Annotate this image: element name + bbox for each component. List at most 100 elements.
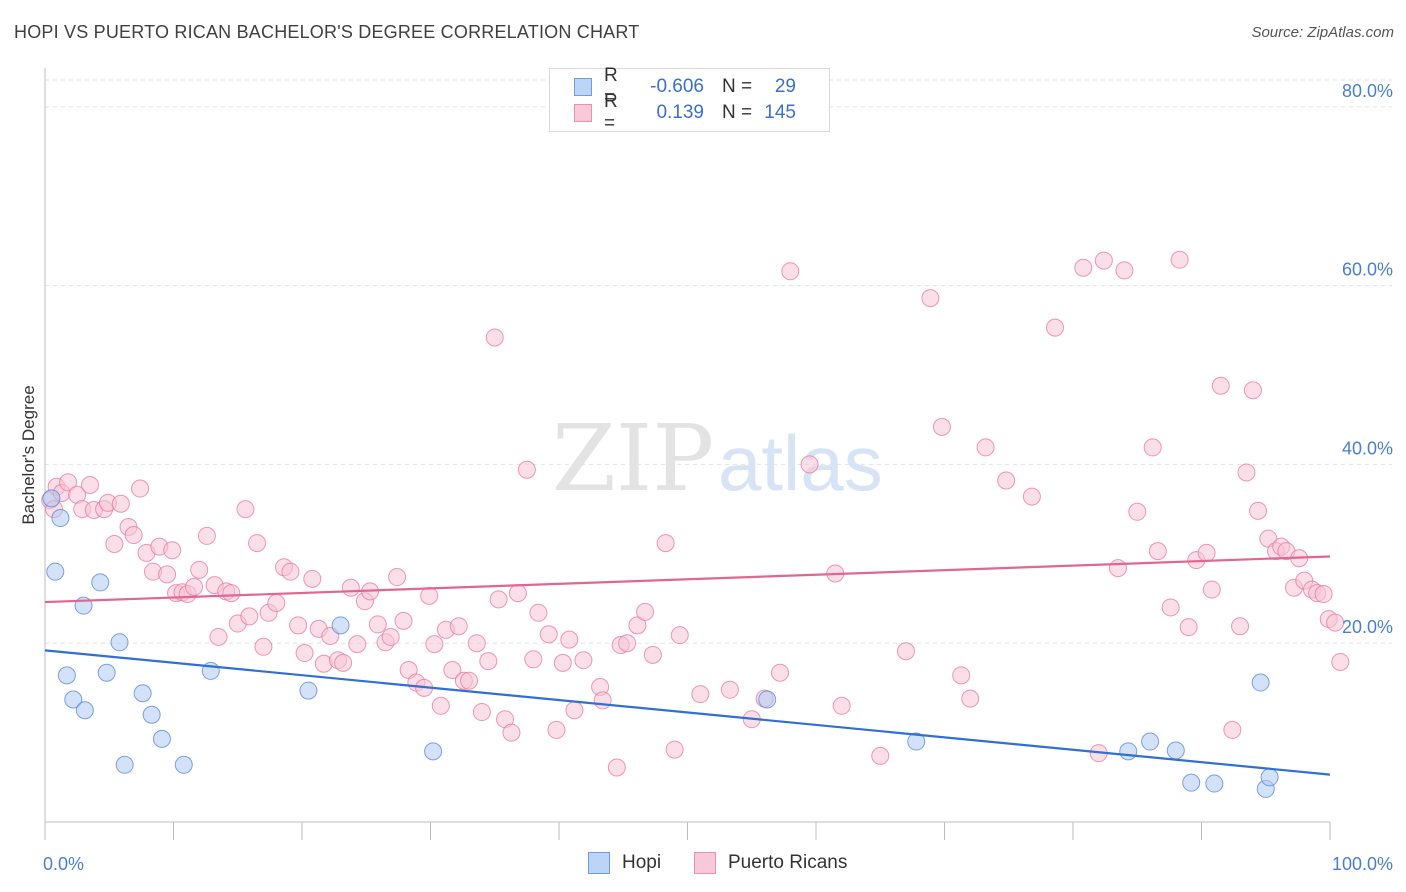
puerto-rican-point — [59, 473, 78, 492]
x-tick-label-min: 0.0% — [43, 854, 84, 874]
puerto-rican-point — [665, 740, 684, 759]
puerto-rican-point — [394, 611, 413, 630]
legend-row-puerto-ricans: R = 0.139 N = 145 — [574, 91, 796, 134]
puerto-rican-point — [1170, 250, 1189, 269]
y-tick-label: 60.0% — [1342, 260, 1393, 280]
puerto-rican-point — [524, 650, 543, 669]
puerto-rican-point — [952, 666, 971, 685]
puerto-rican-point — [643, 645, 662, 664]
puerto-rican-point — [921, 289, 940, 308]
axes — [44, 68, 1331, 840]
puerto-rican-point — [636, 602, 655, 621]
puerto-rican-point — [472, 703, 491, 722]
hopi-point — [758, 690, 777, 709]
puerto-rican-point — [1231, 617, 1250, 636]
hopi-point — [1182, 773, 1201, 792]
puerto-rican-point — [961, 689, 980, 708]
hopi-point — [91, 573, 110, 592]
puerto-rican-point — [574, 651, 593, 670]
puerto-rican-point — [1197, 543, 1216, 562]
legend-item-hopi[interactable]: Hopi — [588, 852, 661, 874]
puerto-rican-point — [871, 746, 890, 765]
puerto-rican-point — [1108, 559, 1127, 578]
puerto-rican-point — [1143, 438, 1162, 457]
puerto-ricans-legend-swatch — [694, 852, 716, 874]
puerto-rican-point — [1243, 381, 1262, 400]
puerto-rican-point — [1148, 542, 1167, 561]
legend-row-hopi: R = -0.606 N = 29 — [574, 65, 796, 108]
puerto-rican-point — [105, 534, 124, 553]
hopi-trend-line — [44, 649, 1331, 776]
watermark-atlas: atlas — [718, 419, 883, 507]
axis-labels: 20.0% 40.0% 60.0% 80.0% 0.0% 100.0% Bachelor's… — [19, 81, 1393, 874]
watermark-zip: ZIP — [552, 405, 714, 512]
puerto-rican-point — [539, 625, 558, 644]
puerto-rican-point — [420, 586, 439, 605]
hopi-point — [1251, 673, 1270, 692]
n-label: N = — [722, 102, 753, 123]
puerto-rican-point — [670, 626, 689, 645]
puerto-rican-point — [425, 635, 444, 654]
puerto-rican-point — [932, 417, 951, 436]
puerto-rican-point — [508, 584, 527, 603]
puerto-rican-point — [111, 494, 130, 513]
hopi-point — [142, 705, 161, 724]
puerto-rican-point — [1161, 598, 1180, 617]
puerto-rican-point — [443, 661, 462, 680]
puerto-rican-point — [1223, 720, 1242, 739]
puerto-rican-point — [1331, 652, 1350, 671]
puerto-rican-point — [281, 562, 300, 581]
watermark: ZIP atlas — [552, 405, 883, 512]
puerto-ricans-legend-label: Puerto Ricans — [728, 852, 848, 873]
puerto-rican-point — [209, 627, 228, 646]
puerto-rican-point — [388, 568, 407, 587]
puerto-ricans-swatch — [574, 104, 592, 122]
puerto-rican-point — [1074, 258, 1093, 277]
legend-item-puerto-ricans[interactable]: Puerto Ricans — [694, 852, 847, 874]
hopi-point — [1166, 741, 1185, 760]
hopi-point — [57, 666, 76, 685]
puerto-rican-point — [781, 262, 800, 281]
puerto-rican-point — [348, 635, 367, 654]
puerto-rican-point — [303, 569, 322, 588]
hopi-point — [1260, 768, 1279, 787]
hopi-point — [51, 509, 70, 528]
puerto-rican-point — [1128, 502, 1147, 521]
puerto-ricans-trend-line — [44, 555, 1331, 604]
puerto-rican-point — [131, 479, 150, 498]
puerto-rican-point — [1202, 580, 1221, 599]
puerto-rican-point — [248, 534, 267, 553]
y-tick-label: 20.0% — [1342, 617, 1393, 637]
puerto-rican-point — [489, 590, 508, 609]
x-tick-label-max: 100.0% — [1332, 854, 1393, 874]
hopi-legend-swatch — [588, 852, 610, 874]
hopi-legend-label: Hopi — [622, 852, 662, 873]
puerto-rican-point — [289, 616, 308, 635]
y-tick-label: 80.0% — [1342, 81, 1393, 101]
source-label: Source: ZipAtlas.com — [1251, 24, 1394, 41]
puerto-rican-point — [997, 471, 1016, 490]
puerto-rican-point — [163, 541, 182, 560]
hopi-point — [110, 633, 129, 652]
puerto-rican-point — [449, 617, 468, 636]
n-label: N = — [722, 76, 753, 97]
puerto-rican-point — [976, 438, 995, 457]
puerto-ricans-points — [41, 250, 1350, 777]
hopi-point — [64, 690, 83, 709]
n-value: 145 — [764, 102, 796, 123]
puerto-rican-point — [547, 720, 566, 739]
hopi-point — [299, 681, 318, 700]
puerto-rican-point — [431, 696, 450, 715]
puerto-rican-point — [618, 634, 637, 653]
hopi-point — [46, 562, 65, 581]
puerto-rican-point — [190, 560, 209, 579]
hopi-point — [1119, 742, 1138, 761]
hopi-point — [97, 663, 116, 682]
puerto-rican-point — [1094, 251, 1113, 270]
puerto-rican-point — [720, 680, 739, 699]
stats-legend: R = -0.606 N = 29 R = 0.139 N = 145 — [549, 65, 830, 134]
chart-title: HOPI VS PUERTO RICAN BACHELOR'S DEGREE C… — [14, 22, 640, 42]
puerto-rican-point — [334, 653, 353, 672]
puerto-rican-point — [1314, 585, 1333, 604]
